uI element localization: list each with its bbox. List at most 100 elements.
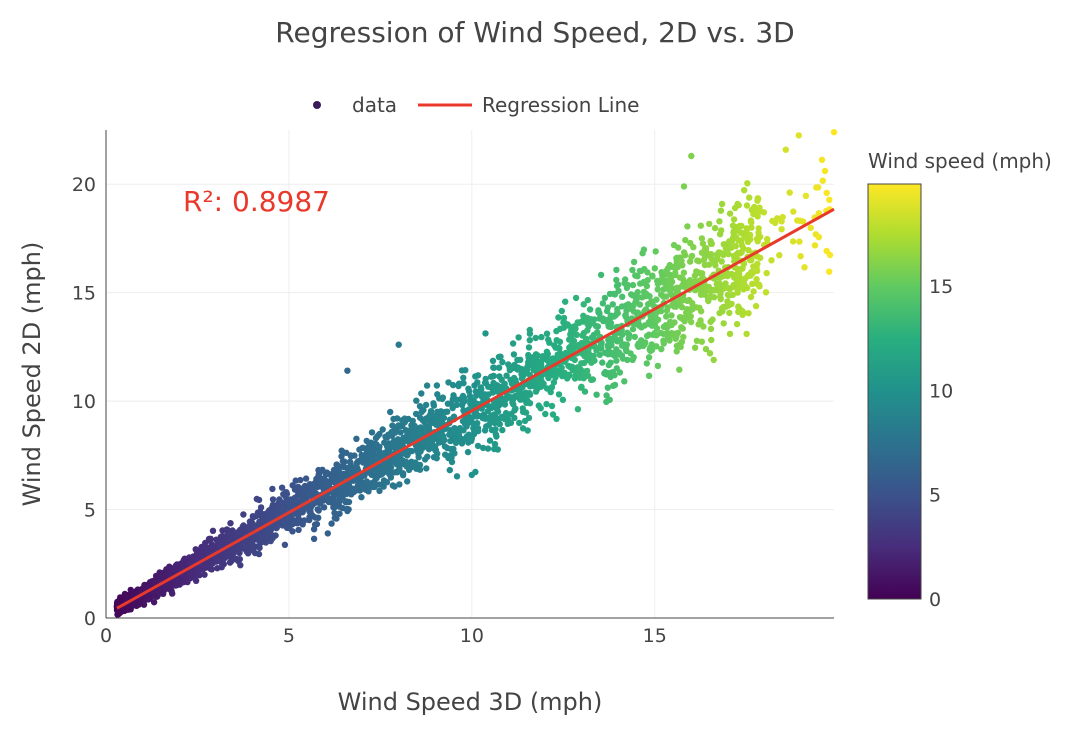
data-point (285, 514, 292, 521)
data-point (572, 343, 580, 350)
legend[interactable]: data Regression Line (313, 93, 639, 117)
data-point (735, 304, 743, 311)
data-point (525, 344, 533, 351)
data-point (345, 506, 352, 513)
data-point (379, 426, 386, 433)
data-point (673, 342, 681, 350)
data-point (807, 224, 814, 231)
data-point (338, 447, 345, 454)
data-point (551, 342, 558, 349)
y-tick-label: 15 (72, 283, 96, 305)
data-point (751, 203, 758, 211)
data-point (558, 364, 565, 371)
data-point (643, 332, 651, 340)
data-point (708, 336, 715, 344)
data-point (146, 595, 153, 602)
data-point (446, 466, 453, 474)
data-point (601, 294, 609, 302)
data-point (645, 372, 653, 379)
data-point (257, 504, 265, 511)
data-point (811, 242, 819, 249)
data-point (676, 366, 683, 373)
data-point (597, 271, 605, 279)
data-point (581, 388, 589, 395)
data-point (693, 337, 701, 344)
data-point (754, 238, 761, 245)
data-point (157, 590, 164, 597)
regression-line-layer (116, 207, 835, 610)
data-point (460, 407, 467, 414)
data-point (336, 510, 343, 517)
data-point (687, 239, 694, 247)
data-point (496, 421, 503, 428)
x-tick-label: 5 (283, 625, 295, 647)
data-point (524, 427, 531, 434)
data-point (510, 374, 518, 382)
data-point (753, 276, 760, 283)
data-point (242, 541, 249, 549)
data-point (627, 350, 634, 357)
data-point (789, 238, 797, 245)
data-point (559, 372, 566, 380)
data-point (702, 288, 709, 295)
data-point (574, 364, 581, 371)
data-point (413, 442, 421, 449)
data-point (694, 257, 701, 264)
data-point (549, 355, 557, 362)
data-point (673, 332, 680, 340)
data-point (446, 431, 453, 438)
data-point (730, 228, 737, 235)
data-point (543, 330, 551, 337)
data-point (643, 360, 650, 367)
data-point (463, 433, 470, 440)
data-point (492, 426, 499, 433)
colorbar-title: Wind speed (mph) (868, 149, 1052, 173)
data-point (790, 208, 797, 215)
data-point (387, 408, 394, 416)
data-point (489, 418, 496, 426)
data-point (572, 294, 580, 302)
legend-regression-label: Regression Line (482, 93, 639, 117)
data-point (253, 522, 260, 530)
data-point (739, 265, 746, 272)
data-point (338, 488, 345, 496)
data-point (611, 352, 618, 359)
data-point (582, 335, 590, 342)
data-point (534, 376, 541, 383)
data-point (331, 489, 339, 497)
data-point (418, 390, 425, 397)
data-point (453, 473, 461, 480)
data-point (280, 505, 287, 512)
legend-data-label: data (352, 93, 397, 117)
data-point (412, 410, 420, 418)
data-point (666, 321, 674, 329)
data-point (171, 565, 179, 572)
data-point (545, 336, 552, 343)
data-point (132, 589, 139, 596)
data-point (605, 370, 612, 377)
data-point (428, 411, 436, 419)
data-point (615, 287, 622, 295)
data-point (603, 392, 610, 399)
data-point (652, 248, 659, 255)
data-point (683, 306, 691, 313)
data-point (453, 401, 460, 408)
data-point (553, 337, 560, 344)
data-point (756, 204, 763, 211)
data-point (509, 340, 517, 347)
data-point (720, 303, 727, 311)
data-point (740, 286, 747, 293)
data-point (311, 521, 319, 528)
data-point (631, 333, 638, 341)
data-point (697, 320, 704, 327)
data-point (726, 309, 733, 317)
data-point (371, 483, 378, 490)
data-point (380, 477, 388, 484)
data-point (469, 414, 476, 421)
scatter-points[interactable] (113, 129, 838, 618)
data-point (411, 463, 419, 470)
data-point (666, 271, 673, 278)
data-point (648, 341, 655, 348)
data-point (763, 269, 770, 277)
